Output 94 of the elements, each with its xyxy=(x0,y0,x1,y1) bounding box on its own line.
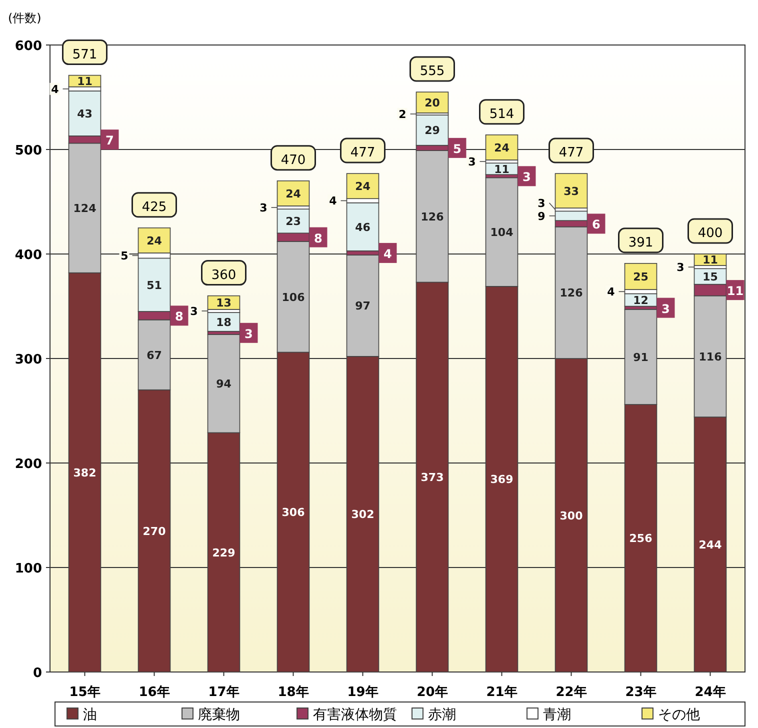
data-label: 11 xyxy=(494,162,510,176)
data-label: 24 xyxy=(146,234,162,248)
data-label: 91 xyxy=(633,350,648,364)
data-label: 3 xyxy=(538,196,546,210)
total-label: 477 xyxy=(558,146,584,161)
data-label: 382 xyxy=(73,466,96,480)
data-label: 3 xyxy=(468,156,476,169)
data-label: 8 xyxy=(314,231,322,246)
data-label: 94 xyxy=(216,378,232,391)
x-tick-label: 21年 xyxy=(486,685,518,700)
data-label: 126 xyxy=(560,286,584,300)
data-label: 11 xyxy=(726,284,744,298)
data-label: 256 xyxy=(629,532,653,546)
data-label: 3 xyxy=(260,201,268,214)
y-tick-label: 400 xyxy=(14,248,42,263)
total-label: 425 xyxy=(142,200,167,215)
y-tick-label: 600 xyxy=(14,39,42,54)
data-label: 18 xyxy=(216,316,232,329)
data-label: 106 xyxy=(282,290,306,304)
data-label: 270 xyxy=(142,524,166,538)
data-label: 116 xyxy=(698,350,722,364)
data-label: 24 xyxy=(286,187,302,200)
data-label: 24 xyxy=(494,141,510,154)
legend-label: 有害液体物質 xyxy=(313,707,397,723)
data-label: 7 xyxy=(106,134,114,148)
data-label: 229 xyxy=(212,546,236,560)
data-label: 11 xyxy=(702,254,718,267)
data-label: 5 xyxy=(120,250,128,263)
data-label: 104 xyxy=(490,226,514,240)
legend-label: 廃棄物 xyxy=(198,707,240,723)
data-label: 3 xyxy=(190,304,198,318)
data-label: 3 xyxy=(662,302,670,316)
data-label: 13 xyxy=(216,296,232,310)
data-label: 373 xyxy=(420,471,444,484)
data-label: 4 xyxy=(329,194,338,208)
data-label: 11 xyxy=(77,75,92,88)
data-label: 8 xyxy=(175,310,184,324)
data-label: 15 xyxy=(702,270,718,284)
total-label: 514 xyxy=(489,106,514,122)
data-label: 97 xyxy=(355,300,370,313)
y-tick-label: 300 xyxy=(14,352,42,368)
x-tick-label: 18年 xyxy=(278,685,309,700)
x-tick-label: 16年 xyxy=(138,685,170,700)
data-label: 3 xyxy=(522,170,531,184)
total-label: 477 xyxy=(350,146,376,161)
y-tick-label: 500 xyxy=(14,144,42,158)
data-label: 67 xyxy=(146,348,162,362)
y-tick-label: 100 xyxy=(14,562,42,576)
data-label: 5 xyxy=(453,142,462,156)
x-tick-label: 24年 xyxy=(694,685,726,700)
y-tick-label: 200 xyxy=(14,457,42,472)
data-label: 300 xyxy=(560,509,584,522)
data-label: 306 xyxy=(282,506,306,520)
data-label: 9 xyxy=(538,210,546,223)
data-label: 20 xyxy=(424,96,440,110)
data-label: 25 xyxy=(633,270,648,284)
total-label: 470 xyxy=(280,152,306,168)
data-label: 3 xyxy=(244,326,253,341)
data-label: 244 xyxy=(698,538,722,552)
total-label: 555 xyxy=(420,64,445,80)
legend-label: その他 xyxy=(658,707,700,723)
data-label: 4 xyxy=(51,82,60,96)
total-label: 360 xyxy=(211,268,236,283)
data-label: 124 xyxy=(73,202,97,216)
y-tick-label: 0 xyxy=(32,666,42,681)
x-tick-label: 23年 xyxy=(625,685,656,700)
y-axis-title: (件数) xyxy=(8,11,42,25)
data-label: 46 xyxy=(355,220,371,234)
data-label: 43 xyxy=(77,107,92,120)
total-label: 571 xyxy=(72,47,98,62)
data-label: 4 xyxy=(607,286,616,299)
data-label: 2 xyxy=(398,108,406,121)
x-tick-label: 22年 xyxy=(556,685,587,700)
legend-label: 赤潮 xyxy=(428,707,456,723)
data-label: 369 xyxy=(490,473,514,486)
data-label: 24 xyxy=(355,180,371,194)
data-label: 23 xyxy=(286,215,301,228)
data-label: 12 xyxy=(633,294,648,307)
x-tick-label: 15年 xyxy=(69,685,100,700)
data-label: 51 xyxy=(146,278,162,292)
total-label: 400 xyxy=(698,226,723,241)
legend-label: 油 xyxy=(83,707,97,723)
total-label: 391 xyxy=(628,235,654,250)
data-label: 3 xyxy=(676,261,684,274)
x-tick-label: 17年 xyxy=(208,685,240,700)
x-tick-label: 20年 xyxy=(416,685,448,700)
data-label: 126 xyxy=(420,210,444,224)
x-tick-label: 19年 xyxy=(347,685,378,700)
data-label: 29 xyxy=(424,124,440,138)
data-label: 4 xyxy=(384,246,392,261)
data-label: 33 xyxy=(564,184,579,198)
data-label: 6 xyxy=(592,218,600,232)
data-label: 302 xyxy=(351,508,374,522)
legend-label: 青潮 xyxy=(543,707,571,723)
